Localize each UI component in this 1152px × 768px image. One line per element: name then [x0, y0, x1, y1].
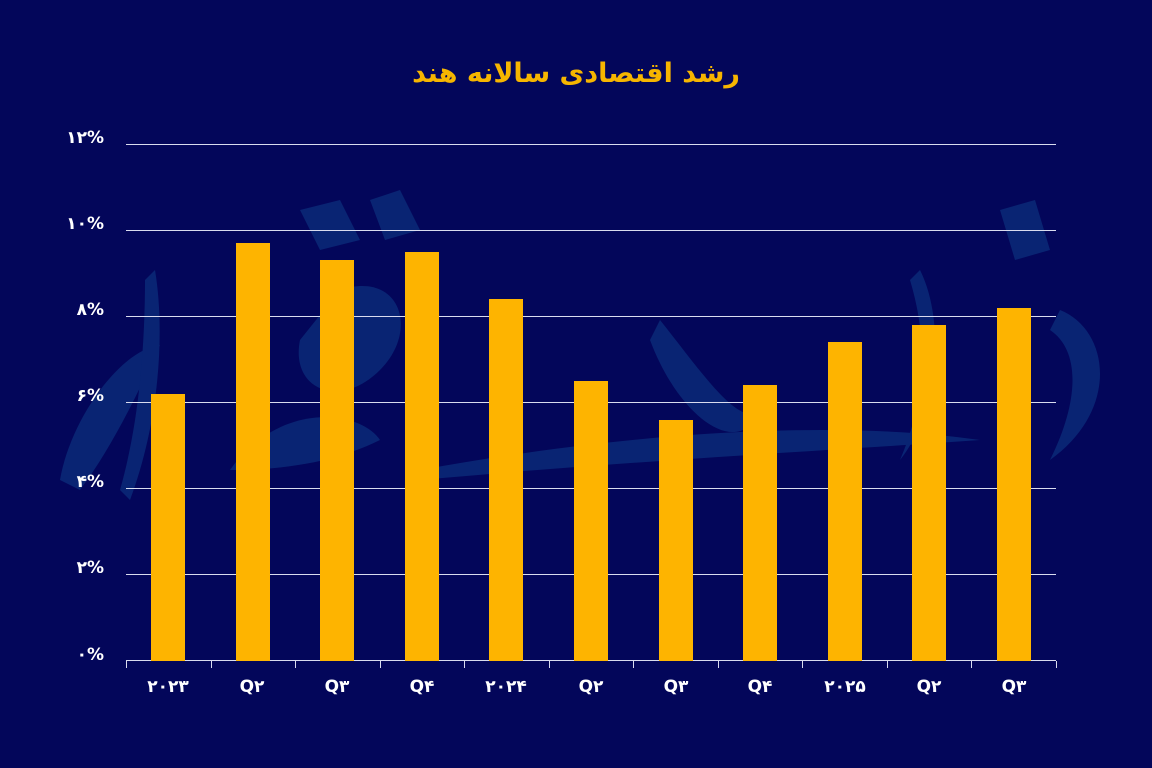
x-tick-mark — [971, 661, 973, 668]
x-label-2024-q4: Q۴ — [747, 677, 773, 697]
bar-2023-q4 — [404, 251, 439, 661]
x-tick-mark — [886, 661, 888, 668]
y-tick-label-4: ۴% — [76, 472, 104, 492]
x-label-2024: ۲۰۲۴ — [485, 677, 527, 697]
x-label-2024-q2: Q۲ — [578, 677, 604, 697]
y-tick-label-12: ۱۲% — [66, 128, 104, 148]
bar-2025-q2 — [912, 324, 947, 661]
bar-2024-q1 — [489, 299, 524, 661]
x-tick-mark — [717, 661, 719, 668]
x-label-2025-q2: Q۲ — [916, 677, 942, 697]
x-label-2023: ۲۰۲۳ — [147, 677, 189, 697]
chart-title: رشد اقتصادی سالانه هند — [412, 58, 740, 89]
x-tick-mark — [633, 661, 635, 668]
gridline-10 — [126, 230, 1056, 231]
x-tick-mark — [1056, 661, 1057, 668]
y-tick-label-0: ۰% — [76, 645, 104, 665]
bar-2024-q2 — [574, 380, 608, 661]
gridline-8 — [126, 316, 1056, 317]
y-tick-label-6: ۶% — [76, 386, 104, 406]
x-tick-mark — [379, 661, 381, 668]
x-label-2024-q3: Q۳ — [663, 677, 689, 697]
x-tick-mark — [464, 661, 466, 668]
x-tick-mark — [210, 661, 212, 668]
plot-area — [126, 144, 1056, 661]
x-label-2025: ۲۰۲۵ — [824, 677, 866, 697]
x-tick-mark — [126, 661, 127, 668]
x-tick-mark — [548, 661, 550, 668]
bar-2025-q1 — [827, 342, 862, 661]
x-label-2025-q3: Q۳ — [1001, 677, 1027, 697]
x-label-2023-q2: Q۲ — [239, 677, 265, 697]
y-tick-label-8: ۸% — [76, 300, 104, 320]
gridline-12 — [126, 144, 1056, 145]
x-tick-mark — [802, 661, 804, 668]
bar-2025-q3 — [996, 307, 1031, 661]
x-label-2023-q4: Q۴ — [409, 677, 435, 697]
y-tick-label-10: ۱۰% — [66, 214, 104, 234]
x-label-2023-q3: Q۳ — [324, 677, 350, 697]
x-tick-mark — [295, 661, 297, 668]
bar-2024-q3 — [658, 419, 693, 661]
bar-2023-q1 — [151, 393, 186, 661]
bar-2023-q3 — [320, 260, 355, 661]
bar-2024-q4 — [743, 385, 778, 661]
y-tick-label-2: ۲% — [76, 558, 104, 578]
bar-2023-q2 — [235, 243, 270, 661]
